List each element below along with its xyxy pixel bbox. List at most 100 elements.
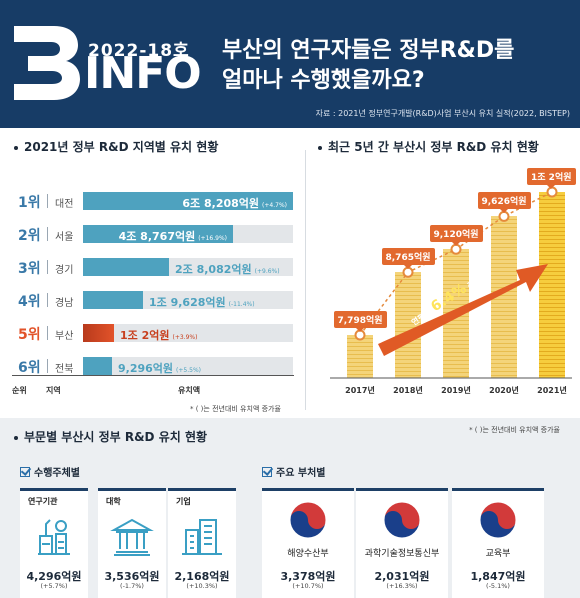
rank-amount: 4조 8,767억원: [118, 230, 196, 243]
rank-separator: [47, 359, 48, 373]
card-name: 기업: [176, 497, 191, 506]
trend-year-label: 2021년: [537, 386, 567, 395]
rank-bar-fill: [83, 225, 233, 243]
card-change: (-1.7%): [120, 582, 144, 590]
checkbox-icon: [262, 467, 272, 477]
card-amount: 2,031억원: [374, 570, 430, 583]
rank-bar-label: 1조 2억원 (+3.9%): [120, 327, 197, 343]
university-building-icon: [110, 516, 154, 560]
regional-note: * ( )는 전년대비 유치액 증가율: [190, 405, 281, 413]
coin-stack-bar: [347, 335, 373, 378]
card-top-rule: [356, 488, 448, 491]
rank-number: 1위: [18, 195, 41, 211]
card-top-rule: [452, 488, 544, 491]
trend-chart: 7,798억원 2017년 8,765억원 2018년 9,120억원 2019년 9,62…: [330, 168, 576, 395]
rank-region: 대전: [55, 199, 74, 210]
lab-flask-icon: [32, 516, 76, 560]
rank-row: 5위 부산 1조 2억원 (+3.9%): [0, 322, 300, 344]
rank-number: 5위: [18, 327, 41, 343]
performers-subheading-text: 수행주체별: [34, 468, 80, 479]
office-building-icon: [180, 516, 224, 560]
trend-value-label: 9,626억원: [477, 192, 531, 214]
growth-arrow-icon: [378, 264, 548, 356]
rank-row: 1위 대전 6조 8,208억원 (+4.7%): [0, 190, 300, 212]
rank-separator: [47, 260, 48, 274]
trend-chart-svg: [330, 186, 572, 379]
performer-card: 연구기관 4,296억원 (+5.7%): [20, 488, 88, 598]
taegeuk-emblem-icon: [382, 500, 422, 544]
sector-note: * ( )는 전년대비 유치액 증가율: [469, 426, 560, 434]
rank-bar-fill: [83, 324, 114, 342]
rank-region: 전북: [55, 364, 74, 375]
headline: 부산의 연구자들은 정부R&D를 얼마나 수행했을까요?: [222, 36, 578, 96]
trend-year-label: 2020년: [489, 386, 519, 395]
trend-value-label: 1조 2억원: [527, 168, 576, 189]
card-change: (+16.3%): [386, 582, 418, 590]
ministries-subheading: 주요 부처별: [262, 464, 325, 479]
rank-bar-fill: [83, 291, 143, 309]
card-change: (+5.7%): [40, 582, 68, 590]
rank-row: 2위 서울 4조 8,767억원 (+16.9%): [0, 223, 300, 245]
rank-bar-label: 4조 8,767억원 (+16.9%): [119, 228, 227, 244]
axis-amount-label: 유치액: [178, 386, 201, 395]
rank-amount: 2조 8,082억원: [175, 263, 252, 276]
rank-number: 3위: [18, 261, 41, 277]
rank-row: 3위 경기 2조 8,082억원 (+9.6%): [0, 256, 300, 278]
rank-row: 4위 경남 1조 9,628억원 (-11.4%): [0, 289, 300, 311]
trend-year-label: 2017년: [345, 386, 375, 395]
rank-separator: [47, 194, 48, 208]
info-wordmark: INFO: [84, 48, 202, 99]
headline-line-2: 얼마나 수행했을까요?: [222, 68, 425, 93]
rank-separator: [47, 293, 48, 307]
rank-change: (+4.7%): [262, 202, 287, 209]
trend-value-label: 7,798억원: [333, 311, 387, 332]
header-banner: 2022-18호 INFO 부산의 연구자들은 정부R&D를 얼마나 수행했을까…: [0, 0, 580, 128]
performers-subheading: 수행주체별: [20, 464, 80, 479]
axis-region-label: 지역: [46, 386, 61, 395]
card-amount: 1,847억원: [470, 570, 526, 583]
rank-region: 경남: [55, 298, 74, 309]
rank-bar-label: 1조 9,628억원 (-11.4%): [149, 294, 255, 310]
performer-card: 기업 2,168억원 (+10.3%): [168, 488, 236, 598]
rank-amount: 6조 8,208억원: [182, 197, 260, 210]
regional-axis-line: [12, 375, 294, 376]
ministries-subheading-text: 주요 부처별: [276, 468, 326, 479]
trend-value-label: 9,120억원: [429, 225, 483, 247]
rank-change: (+9.6%): [254, 268, 280, 275]
rank-bar-fill: [83, 258, 169, 276]
card-top-rule: [98, 488, 166, 491]
source-note: 자료 : 2021년 정부연구개발(R&D)사업 부산시 유치 실적(2022,…: [315, 109, 570, 118]
card-name: 과학기술정보통신부: [364, 549, 440, 559]
rank-bar-fill: [83, 357, 112, 375]
rank-row: 6위 전북 9,296억원 (+5.5%): [0, 355, 300, 377]
rank-bar-label: 6조 8,208억원 (+4.7%): [182, 195, 287, 211]
rank-bar-track: 1조 9,628억원 (-11.4%): [83, 291, 293, 309]
rank-separator: [47, 227, 48, 241]
rank-change: (-11.4%): [228, 301, 255, 308]
rank-amount: 1조 2억원: [120, 329, 170, 342]
b-logo-icon: [14, 26, 80, 100]
sector-title-text: 부문별 부산시 정부 R&D 유치 현황: [24, 430, 208, 444]
rank-amount: 9,296억원: [118, 362, 174, 375]
card-name: 해양수산부: [287, 549, 329, 559]
rank-number: 6위: [18, 360, 41, 376]
card-top-rule: [20, 488, 88, 491]
sector-section-title: 부문별 부산시 정부 R&D 유치 현황: [14, 428, 207, 445]
card-amount: 3,536억원: [104, 570, 160, 583]
rank-bar-track: 2조 8,082억원 (+9.6%): [83, 258, 293, 276]
card-amount: 3,378억원: [280, 570, 336, 583]
rank-number: 4위: [18, 294, 41, 310]
card-name: 대학: [106, 497, 121, 506]
trend-section-title: 최근 5년 간 부산시 정부 R&D 유치 현황: [318, 138, 539, 155]
rank-bar-label: 2조 8,082억원 (+9.6%): [175, 261, 280, 277]
rank-change: (+5.5%): [176, 367, 201, 374]
card-amount: 4,296억원: [26, 570, 82, 583]
card-top-rule: [168, 488, 236, 491]
trend-year-label: 2018년: [393, 386, 423, 395]
rank-bar-track: 4조 8,767억원 (+16.9%): [83, 225, 293, 243]
rank-bar-label: 9,296억원 (+5.5%): [118, 360, 201, 376]
rank-number: 2위: [18, 228, 41, 244]
coin-stack-bar: [539, 192, 565, 378]
coin-stack-bar: [395, 272, 421, 378]
card-amount: 2,168억원: [174, 570, 230, 583]
